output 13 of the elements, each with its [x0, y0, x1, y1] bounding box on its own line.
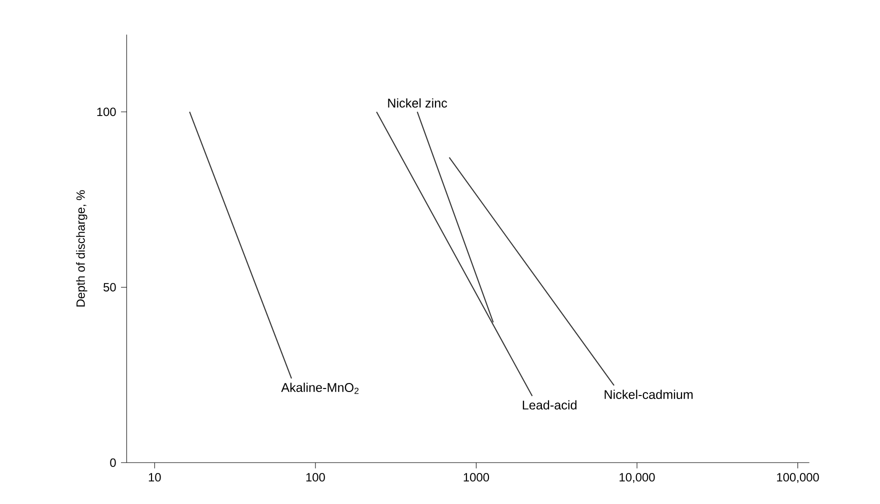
x-tick-label: 1000	[464, 473, 490, 482]
series-label: Nickel zinc	[388, 98, 448, 108]
y-tick-label: 0	[110, 458, 116, 467]
x-tick-label: 100	[306, 473, 325, 482]
y-tick-label: 100	[97, 108, 116, 116]
x-tick-label: 10	[148, 473, 161, 482]
series-label: Nickel-cadmium	[604, 390, 693, 400]
y-axis-title: Depth of discharge, %	[76, 190, 88, 306]
x-tick-label: 10,000	[620, 473, 655, 483]
x-tick-label: 100,000	[777, 473, 819, 483]
y-tick-label: 50	[103, 283, 116, 292]
series-label: Akaline-MnO$_{2}$	[281, 382, 359, 394]
series-label: Lead-acid	[522, 400, 576, 410]
